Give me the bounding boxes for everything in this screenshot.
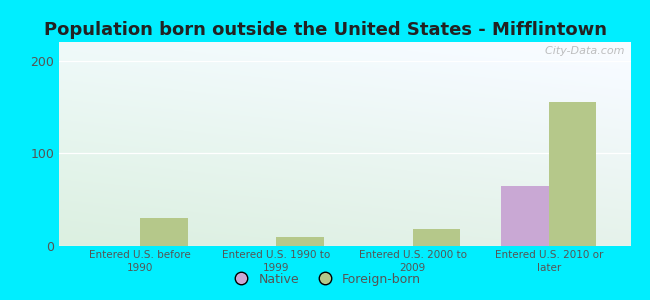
Bar — [140, 218, 188, 246]
Bar — [276, 237, 324, 246]
Bar — [549, 102, 597, 246]
Bar — [501, 186, 549, 246]
Bar — [413, 229, 460, 246]
Text: City-Data.com: City-Data.com — [538, 46, 625, 56]
Text: Population born outside the United States - Mifflintown: Population born outside the United State… — [44, 21, 606, 39]
Legend: Native, Foreign-born: Native, Foreign-born — [224, 268, 426, 291]
